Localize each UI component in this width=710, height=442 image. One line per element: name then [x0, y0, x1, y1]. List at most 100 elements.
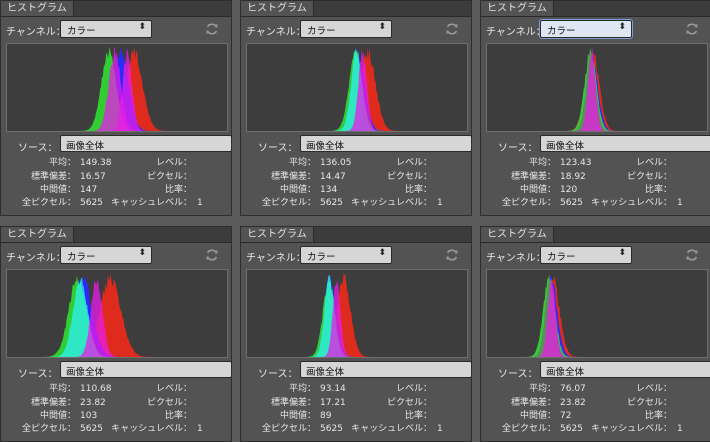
source-select[interactable]: 画像全体	[60, 361, 231, 378]
mean-value: 76.07	[560, 384, 586, 394]
histogram-tab[interactable]: ヒストグラム	[1, 1, 74, 16]
histogram-svg	[487, 274, 707, 357]
source-select-value: 画像全体	[66, 367, 105, 378]
channel-select-value: カラー	[547, 26, 576, 37]
source-select[interactable]: 画像全体	[300, 135, 471, 152]
std-dev-value: 23.82	[560, 398, 586, 408]
refresh-icon[interactable]	[685, 247, 699, 261]
source-select-value: 画像全体	[306, 141, 345, 152]
refresh-icon[interactable]	[685, 21, 699, 35]
level-label: レベル：	[635, 158, 672, 168]
source-label: ソース：	[18, 143, 58, 154]
histogram-tab[interactable]: ヒストグラム	[481, 227, 554, 242]
pixel-count-label: ピクセル：	[386, 172, 432, 182]
source-select-value: 画像全体	[66, 141, 105, 152]
percentile-label: 比率：	[644, 185, 672, 195]
mean-value: 123.43	[560, 158, 592, 168]
source-select[interactable]: 画像全体	[300, 361, 471, 378]
pixels-value: 5625	[80, 424, 103, 434]
pixels-label: 全ピクセル：	[261, 198, 316, 208]
cache-level-label: キャッシュレベル：	[351, 198, 432, 208]
std-dev-label: 標準偏差：	[30, 172, 76, 182]
histogram-tab[interactable]: ヒストグラム	[241, 227, 314, 242]
updown-arrow-icon: ⬍	[378, 248, 386, 258]
channel-select[interactable]: カラー ⬍	[60, 20, 152, 38]
channel-select-value: カラー	[307, 26, 336, 37]
pixel-count-label: ピクセル：	[146, 172, 192, 182]
histogram-tab[interactable]: ヒストグラム	[1, 227, 74, 242]
mean-value: 149.38	[80, 158, 112, 168]
percentile-label: 比率：	[404, 411, 432, 421]
channel-select[interactable]: カラー ⬍	[300, 246, 392, 264]
median-label: 中間値：	[279, 411, 316, 421]
panel-tab-bar: ヒストグラム	[481, 227, 710, 243]
pixel-count-label: ピクセル：	[626, 172, 672, 182]
source-select[interactable]: 画像全体	[60, 135, 231, 152]
histogram-tab[interactable]: ヒストグラム	[481, 1, 554, 16]
pixel-count-label: ピクセル：	[626, 398, 672, 408]
histogram-svg	[247, 272, 467, 357]
channel-select[interactable]: カラー ⬍	[540, 246, 632, 264]
channel-select-value: カラー	[67, 252, 96, 263]
level-label: レベル：	[395, 384, 432, 394]
channel-select-value: カラー	[67, 26, 96, 37]
mean-value: 93.14	[320, 384, 346, 394]
level-label: レベル：	[635, 384, 672, 394]
mean-value: 110.68	[80, 384, 112, 394]
mean-label: 平均：	[48, 384, 76, 394]
cache-level-value: 1	[437, 198, 443, 208]
level-label: レベル：	[395, 158, 432, 168]
cache-level-value: 1	[437, 424, 443, 434]
median-value: 89	[320, 411, 332, 421]
pixels-label: 全ピクセル：	[261, 424, 316, 434]
source-select[interactable]: 画像全体	[540, 361, 710, 378]
channel-label: チャンネル：	[486, 253, 546, 264]
pixels-label: 全ピクセル：	[21, 424, 76, 434]
source-label: ソース：	[498, 143, 538, 154]
histogram-tab[interactable]: ヒストグラム	[241, 1, 314, 16]
mean-label: 平均：	[528, 384, 556, 394]
pixel-count-label: ピクセル：	[386, 398, 432, 408]
refresh-icon[interactable]	[205, 247, 219, 261]
mean-label: 平均：	[288, 158, 316, 168]
mean-label: 平均：	[288, 384, 316, 394]
channel-select[interactable]: カラー ⬍	[300, 20, 392, 38]
channel-select-value: カラー	[547, 252, 576, 263]
histogram-blue-channel	[487, 274, 707, 357]
histogram-svg	[487, 47, 707, 131]
median-value: 134	[320, 185, 338, 195]
histogram-panel: ヒストグラム チャンネル： カラー ⬍ ソース： 画像全体 平均： 123.43…	[480, 0, 710, 216]
panel-tab-bar: ヒストグラム	[1, 227, 231, 243]
channel-select[interactable]: カラー ⬍	[540, 20, 632, 38]
pixels-value: 5625	[560, 424, 583, 434]
histogram-magenta-edge	[487, 47, 707, 131]
std-dev-label: 標準偏差：	[30, 398, 76, 408]
std-dev-label: 標準偏差：	[270, 172, 316, 182]
mean-label: 平均：	[48, 158, 76, 168]
refresh-icon[interactable]	[445, 247, 459, 261]
histogram-graph	[486, 269, 708, 358]
std-dev-label: 標準偏差：	[510, 398, 556, 408]
cache-level-value: 1	[197, 198, 203, 208]
percentile-label: 比率：	[164, 185, 192, 195]
histogram-overlap	[247, 274, 467, 357]
source-select[interactable]: 画像全体	[540, 135, 710, 152]
histogram-panel: ヒストグラム チャンネル： カラー ⬍ ソース： 画像全体 平均： 110.68…	[0, 226, 232, 442]
std-dev-value: 16.57	[80, 172, 106, 182]
pixels-value: 5625	[320, 198, 343, 208]
pixel-count-label: ピクセル：	[146, 398, 192, 408]
channel-select[interactable]: カラー ⬍	[60, 246, 152, 264]
std-dev-value: 23.82	[80, 398, 106, 408]
panel-tab-bar: ヒストグラム	[241, 1, 471, 17]
refresh-icon[interactable]	[445, 21, 459, 35]
histogram-panel: ヒストグラム チャンネル： カラー ⬍ ソース： 画像全体 平均： 136.05…	[240, 0, 472, 216]
pixels-value: 5625	[560, 198, 583, 208]
histogram-magenta-edge	[247, 49, 467, 131]
source-select-value: 画像全体	[546, 367, 585, 378]
cache-level-value: 1	[677, 198, 683, 208]
panel-tab-bar: ヒストグラム	[241, 227, 471, 243]
refresh-icon[interactable]	[205, 21, 219, 35]
updown-arrow-icon: ⬍	[618, 22, 626, 32]
channel-label: チャンネル：	[6, 253, 66, 264]
panel-tab-bar: ヒストグラム	[481, 1, 710, 17]
